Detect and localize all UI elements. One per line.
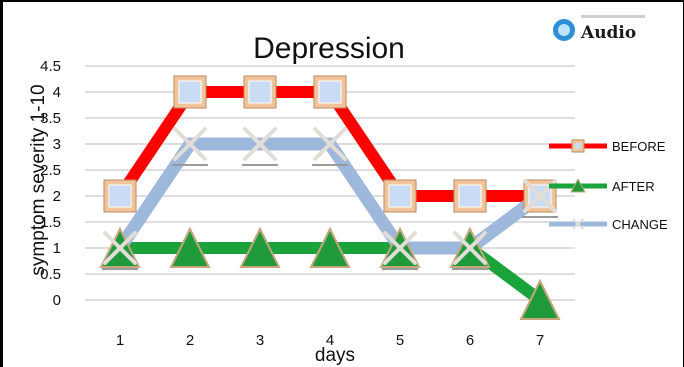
- y-tick-label: 0.5: [40, 266, 61, 283]
- y-tick-label: 1.5: [40, 214, 61, 231]
- y-tick-label: 2.5: [40, 162, 61, 179]
- x-tick-label: 1: [116, 332, 124, 349]
- data-point-cross-b: [173, 127, 207, 161]
- x-tick-label: 4: [326, 332, 334, 349]
- data-point-cross-b: [313, 127, 347, 161]
- legend-marker-cross-b: [572, 218, 584, 230]
- data-point-cross-b: [243, 127, 277, 161]
- y-tick-label: 4: [53, 84, 61, 101]
- data-point-square: [458, 184, 482, 208]
- legend-marker-triangle: [570, 177, 586, 193]
- legend-label: BEFORE: [612, 139, 666, 154]
- legend-item-change: CHANGE: [549, 217, 668, 232]
- logo-text: Audio: [580, 23, 636, 43]
- x-axis-title: days: [315, 345, 355, 366]
- y-tick-label: 2: [53, 188, 61, 205]
- y-axis-title: symptom severity 1-10: [28, 84, 49, 275]
- x-tick-label: 2: [186, 332, 194, 349]
- audio-logo-tagline: [581, 15, 645, 18]
- data-point-cross-b: [103, 231, 137, 265]
- series-markers-before: [103, 75, 557, 213]
- data-point-square: [108, 184, 132, 208]
- data-point-square: [318, 80, 342, 104]
- x-tick-label: 3: [256, 332, 264, 349]
- series-markers: [99, 75, 561, 320]
- data-point-triangle: [309, 226, 351, 268]
- x-tick-label: 5: [396, 332, 404, 349]
- data-point-square: [388, 184, 412, 208]
- x-tick-labels: 1 2 3 4 5 6 7: [116, 332, 544, 349]
- y-tick-label: 1: [53, 240, 61, 257]
- y-tick-label: 4.5: [40, 58, 61, 75]
- audio-logo: Audio: [553, 15, 645, 43]
- data-point-square: [178, 80, 202, 104]
- x-tick-label: 6: [466, 332, 474, 349]
- x-tick-label: 7: [536, 332, 544, 349]
- y-tick-label: 3.5: [40, 110, 61, 127]
- data-point-triangle: [169, 226, 211, 268]
- series-markers-change: [102, 127, 558, 270]
- legend-item-before: BEFORE: [549, 139, 666, 154]
- y-tick-label: 0: [53, 292, 61, 309]
- data-point-triangle: [239, 226, 281, 268]
- legend-label: CHANGE: [612, 217, 668, 232]
- chart-title: Depression: [253, 32, 405, 65]
- y-tick-labels: 0 0.5 1 1.5 2 2.5 3 3.5 4 4.5: [40, 58, 61, 309]
- legend: BEFORE AFTER CHANGE: [549, 139, 668, 232]
- legend-item-after: AFTER: [549, 177, 655, 194]
- data-point-triangle: [519, 278, 561, 320]
- data-point-cross-b: [453, 231, 487, 265]
- legend-marker-square-inner: [575, 143, 581, 149]
- legend-label: AFTER: [612, 179, 655, 194]
- data-point-square: [248, 80, 272, 104]
- audio-logo-icon-inner: [558, 24, 570, 36]
- data-point-cross-b: [383, 231, 417, 265]
- y-tick-label: 3: [53, 136, 61, 153]
